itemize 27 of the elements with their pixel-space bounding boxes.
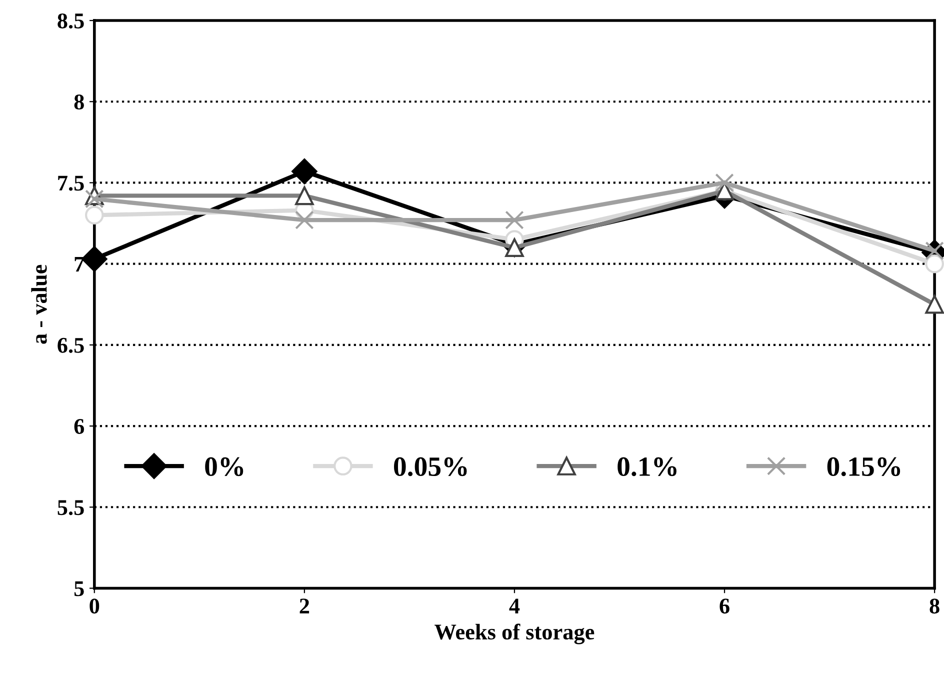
point [85,190,104,208]
y-tick-label: 8 [74,94,84,110]
y-tick-label: 7.5 [58,176,84,191]
x-tick-label: 0 [90,598,100,614]
point [925,254,944,274]
legend-label: 0% [205,457,244,476]
point [505,210,524,230]
y-tick-label: 5 [74,581,84,596]
x-tick-label: 4 [509,598,520,614]
y-tick-label: 5.5 [58,500,84,516]
legend-label: 0.05% [394,457,467,476]
point [715,173,734,192]
x-tick-label: 2 [300,598,310,614]
point [82,246,108,272]
point [925,241,944,260]
point [295,210,314,230]
legend-label: 0.1% [618,457,676,476]
y-tick-label: 8.5 [58,13,84,29]
point [85,206,104,225]
y-axis-title: a - value [31,264,47,344]
x-axis-title: Weeks of storage [434,624,594,644]
y-tick-label: 6.5 [58,338,84,353]
x-tick-label: 8 [930,598,940,614]
point [292,158,318,184]
x-tick-label: 6 [720,598,730,614]
legend-label: 0.15% [827,457,900,476]
y-tick-label: 6 [74,419,84,434]
